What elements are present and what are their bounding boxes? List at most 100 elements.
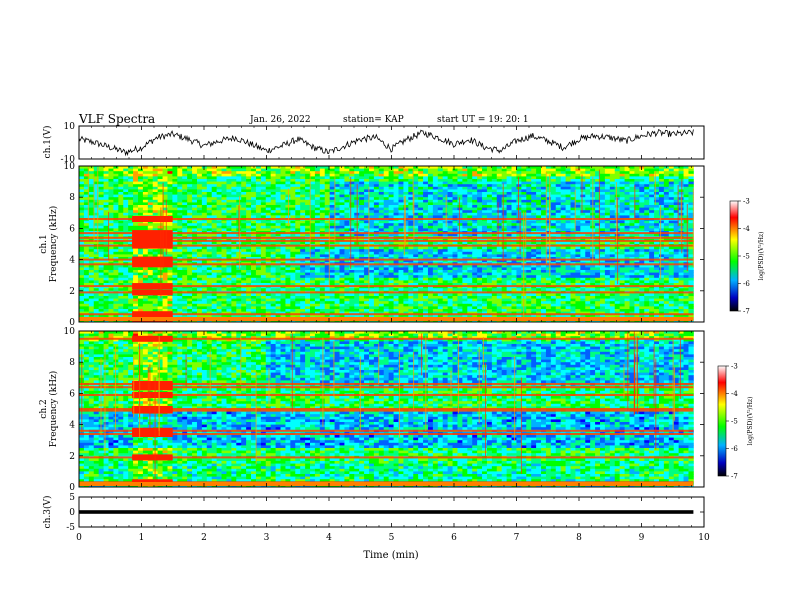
- spectrogram-cell: [599, 202, 606, 206]
- spectrogram-cell: [300, 179, 306, 182]
- spectrogram-cell: [270, 176, 277, 180]
- spectrogram-cell: [501, 197, 508, 201]
- spectrogram-cell: [221, 171, 227, 175]
- spectrogram-cell: [486, 168, 493, 172]
- spectrogram-cell: [147, 199, 154, 203]
- spectrogram-cell: [644, 225, 650, 229]
- spectrogram-cell: [93, 168, 100, 172]
- spectrogram-cell: [668, 181, 675, 185]
- spectrogram-cell: [673, 246, 680, 250]
- spectrogram-cell: [378, 205, 385, 208]
- spectrogram-cell: [624, 173, 630, 177]
- spectrogram-cell: [226, 192, 232, 195]
- spectrogram-cell: [147, 173, 154, 177]
- spectrogram-cell: [595, 179, 601, 182]
- spectrogram-cell: [231, 205, 237, 208]
- spectrogram-cell: [196, 179, 203, 182]
- spectrogram-cell: [545, 259, 552, 263]
- spectrogram-cell: [447, 254, 453, 258]
- spectrogram-cell: [663, 223, 670, 227]
- spectrogram-cell: [565, 246, 571, 250]
- spectrogram-cell: [231, 176, 237, 180]
- spectrogram-cell: [467, 194, 473, 198]
- spectrogram-cell: [98, 210, 104, 214]
- spectrogram-cell: [673, 176, 680, 180]
- spectrogram-cell: [437, 212, 444, 216]
- spectrogram-cell: [609, 228, 616, 232]
- spectrogram-cell: [609, 259, 616, 263]
- spectrogram-cell: [649, 202, 655, 206]
- spectrogram-cell: [580, 192, 586, 195]
- spectrogram-cell: [560, 181, 566, 185]
- spectrogram-cell: [162, 168, 168, 172]
- spectrogram-cell: [482, 259, 488, 263]
- spectrogram-cell: [349, 212, 355, 216]
- spectrogram-cell: [427, 205, 434, 208]
- spectrogram-cell: [373, 166, 380, 169]
- spectrogram-cell: [221, 246, 227, 250]
- spectrogram-cell: [486, 259, 493, 263]
- spectrogram-cell: [157, 223, 163, 227]
- spectrogram-cell: [575, 233, 581, 237]
- spectrogram-cell: [516, 192, 522, 195]
- spectrogram-cell: [177, 225, 183, 229]
- spectrogram-cell: [560, 202, 566, 206]
- spectrogram-cell: [128, 241, 134, 245]
- spectrogram-cell: [683, 249, 689, 253]
- spectrogram-cell: [83, 173, 90, 177]
- spectrogram-cell: [580, 215, 586, 219]
- spectrogram-cell: [423, 202, 429, 206]
- spectrogram-cell: [447, 241, 453, 245]
- spectrogram-cell: [501, 166, 508, 169]
- spectrogram-cell: [246, 176, 252, 180]
- spectrogram-cell: [629, 220, 635, 224]
- spectrogram-cell: [634, 181, 640, 185]
- spectrogram-cell: [442, 210, 449, 214]
- spectrogram-cell: [418, 225, 424, 229]
- spectrogram-cell: [442, 215, 449, 219]
- spectrogram-cell: [290, 264, 296, 268]
- spectrogram-cell: [187, 189, 193, 193]
- spectrogram-cell: [221, 192, 227, 195]
- spectrogram-cell: [482, 264, 488, 268]
- spectrogram-cell: [290, 205, 296, 208]
- spectrogram-cell: [462, 184, 468, 188]
- spectrogram-cell: [624, 181, 630, 185]
- spectrogram-cell: [634, 194, 640, 198]
- spectrogram-cell: [305, 202, 311, 206]
- spectrogram-cell: [388, 259, 394, 263]
- spectrogram-cell: [654, 199, 660, 203]
- spectrogram-cell: [668, 179, 675, 182]
- spectrogram-cell: [595, 205, 601, 208]
- spectrogram-cell: [162, 176, 168, 180]
- spectrogram-cell: [398, 249, 404, 253]
- spectrogram-cell: [177, 192, 183, 195]
- spectrogram-cell: [364, 212, 370, 216]
- spectrogram-cell: [477, 249, 483, 253]
- spectrogram-cell: [137, 189, 144, 193]
- spectrogram-cell: [604, 228, 611, 232]
- spectrogram-cell: [683, 223, 689, 227]
- spectrogram-cell: [423, 228, 429, 232]
- spectrogram-cell: [398, 257, 404, 260]
- spectrogram-cell: [383, 186, 390, 190]
- spectrogram-cell: [619, 166, 625, 169]
- spectrogram-cell: [580, 264, 586, 268]
- spectrogram-cell: [501, 181, 508, 185]
- spectrogram-cell: [427, 181, 434, 185]
- spectrogram-cell: [310, 181, 316, 185]
- spectrogram-cell: [123, 225, 129, 229]
- spectrogram-cell: [182, 173, 188, 177]
- spectrogram-cell: [555, 186, 562, 190]
- spectrogram-cell: [93, 241, 100, 245]
- spectrogram-cell: [226, 186, 232, 190]
- spectrogram-cell: [88, 202, 95, 206]
- spectrogram-cell: [486, 166, 493, 169]
- spectrogram-cell: [206, 228, 213, 232]
- spectrogram-cell: [536, 210, 542, 214]
- spectrogram-cell: [265, 189, 272, 193]
- spectrogram-cell: [300, 205, 306, 208]
- spectrogram-cell: [668, 197, 675, 201]
- spectrogram-cell: [133, 166, 139, 169]
- spectrogram-cell: [555, 241, 562, 245]
